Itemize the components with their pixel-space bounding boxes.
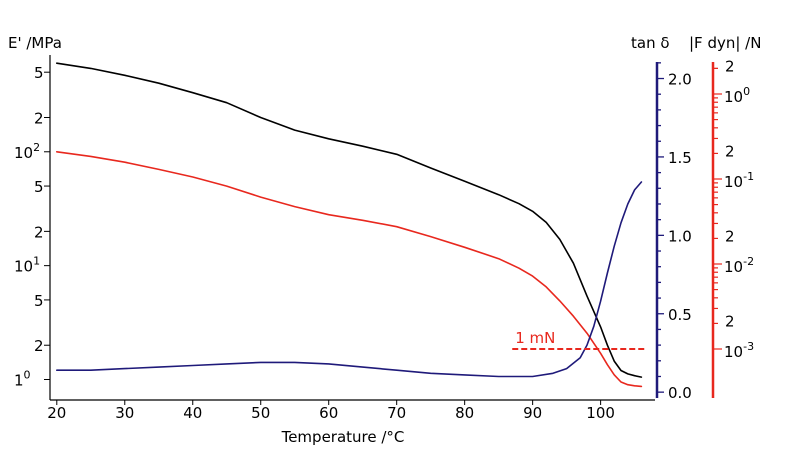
force-axis-title: |F dyn| /N [689, 34, 761, 52]
force-tick-label: 10-2 [724, 255, 754, 276]
force-tick-label: 100 [724, 85, 750, 106]
tan-tick-label: 0.5 [668, 306, 692, 324]
left-tick-label: 2 [34, 223, 44, 241]
left-tick-label: 5 [34, 178, 44, 196]
left-tick-label: 2 [34, 110, 44, 128]
tan-axis-title: tan δ [631, 34, 670, 52]
tan-tick-label: 1.0 [668, 227, 692, 245]
left-tick-label: 10 [14, 369, 31, 390]
x-tick-label: 60 [319, 404, 338, 422]
x-tick-label: 20 [47, 404, 66, 422]
force-tick-label: 2 [725, 312, 735, 330]
left-tick-label: 101 [14, 255, 40, 276]
left-tick-label: 2 [34, 337, 44, 355]
left-axis-title: E' /MPa [8, 34, 62, 52]
x-tick-label: 90 [523, 404, 542, 422]
tan-tick-label: 0.0 [668, 384, 692, 402]
force-tick-label: 10-1 [724, 170, 754, 191]
x-tick-label: 40 [183, 404, 202, 422]
force-tick-label: 2 [725, 142, 735, 160]
x-tick-label: 50 [251, 404, 270, 422]
x-tick-label: 30 [115, 404, 134, 422]
force-tick-label: 2 [725, 227, 735, 245]
left-tick-label: 5 [34, 64, 44, 82]
series-line-2 [55, 181, 643, 378]
left-tick-label: 5 [34, 292, 44, 310]
tan-axis-ticks: 0.0 0.5 1.0 1.5 2.0 [657, 62, 692, 402]
tan-tick-label: 2.0 [668, 71, 692, 89]
tan-tick-label: 1.5 [668, 149, 692, 167]
force-tick-label: 2 [725, 57, 735, 75]
x-axis-title: Temperature /°C [281, 428, 405, 446]
series-line-1 [55, 151, 643, 388]
force-tick-label: 10-3 [724, 340, 754, 361]
series-line-0 [55, 62, 643, 378]
x-tick-label: 100 [586, 404, 615, 422]
x-tick-label: 70 [387, 404, 406, 422]
annotation-label: 1 mN [515, 329, 555, 347]
x-axis-ticks: 20 30 40 50 60 70 80 90 100 [47, 400, 615, 422]
series-layer [55, 62, 643, 388]
annotation-layer: 1 mN [512, 329, 645, 350]
force-axis-ticks: 10-3 2 10-2 2 10-1 2 100 2 [713, 57, 754, 361]
x-tick-label: 80 [455, 404, 474, 422]
left-tick-label: 102 [14, 141, 40, 162]
